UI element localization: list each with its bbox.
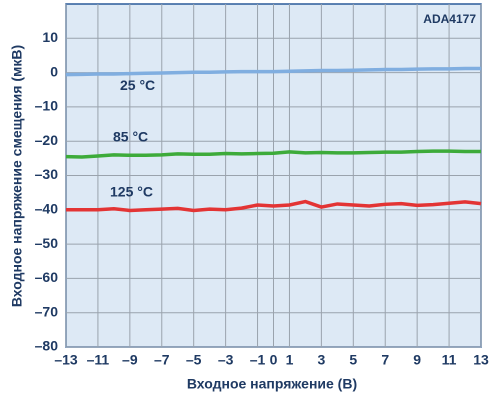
series-label: 25 °C [120,77,155,93]
y-tick-label: –70 [35,303,59,319]
x-tick-label: 11 [442,352,457,368]
series-line [65,149,481,159]
series-line [66,199,482,213]
x-tick-label: –3 [218,352,234,368]
y-tick-label: –80 [35,338,59,354]
y-axis-label: Входное напряжение смещения (мкВ) [9,45,25,307]
series-label: 125 °C [110,183,153,199]
y-tick-label: –60 [35,269,59,285]
y-tick-label: –10 [35,98,59,114]
x-tick-label: –9 [122,352,138,368]
x-tick-label: 9 [413,352,421,368]
y-tick-label: 10 [42,29,58,45]
y-tick-label: –40 [35,201,59,217]
x-tick-label: 7 [381,352,389,368]
x-tick-label: –7 [154,352,170,368]
annotation: ADA4177 [423,12,476,26]
x-tick-label: 0 [270,352,278,368]
x-tick-label: 5 [349,352,357,368]
x-tick-label: 13 [473,352,489,368]
x-axis-label: Входное напряжение (В) [187,376,357,392]
y-tick-label: –20 [35,132,59,148]
series-line [65,66,481,77]
y-tick-label: –30 [35,166,59,182]
series-label: 85 °C [113,128,148,144]
x-tick-label: –11 [87,352,110,368]
x-tick-label: 3 [317,352,325,368]
x-tick-label: 1 [286,352,294,368]
x-tick-label: –1 [250,352,266,368]
y-tick-label: 0 [50,63,58,79]
y-tick-label: –50 [35,235,59,251]
x-tick-label: –13 [54,352,78,368]
x-tick-label: –5 [186,352,202,368]
